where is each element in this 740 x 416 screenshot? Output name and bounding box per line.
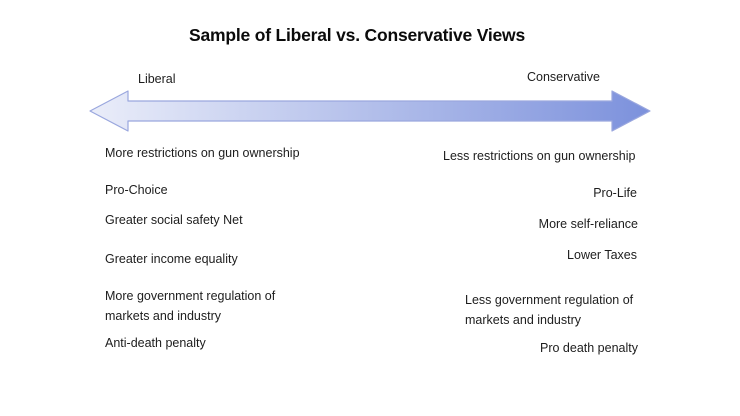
liberal-item: Anti-death penalty [105,336,206,350]
conservative-item: Pro death penalty [540,341,638,355]
liberal-item: More restrictions on gun ownership [105,146,300,160]
liberal-axis-label: Liberal [138,72,176,86]
conservative-item: Lower Taxes [567,248,637,262]
liberal-item: Greater income equality [105,252,238,266]
liberal-item: More government regulation of markets an… [105,289,276,323]
liberal-item: Pro-Choice [105,183,168,197]
conservative-item: Pro-Life [593,186,637,200]
conservative-axis-label: Conservative [527,70,600,84]
slide-title: Sample of Liberal vs. Conservative Views [189,25,525,45]
conservative-item: Less restrictions on gun ownership [443,149,636,163]
conservative-item: More self-reliance [538,217,638,231]
liberal-item: Greater social safety Net [105,213,243,227]
spectrum-double-arrow-icon [89,88,651,134]
conservative-item: Less government regulation of markets an… [465,293,634,327]
